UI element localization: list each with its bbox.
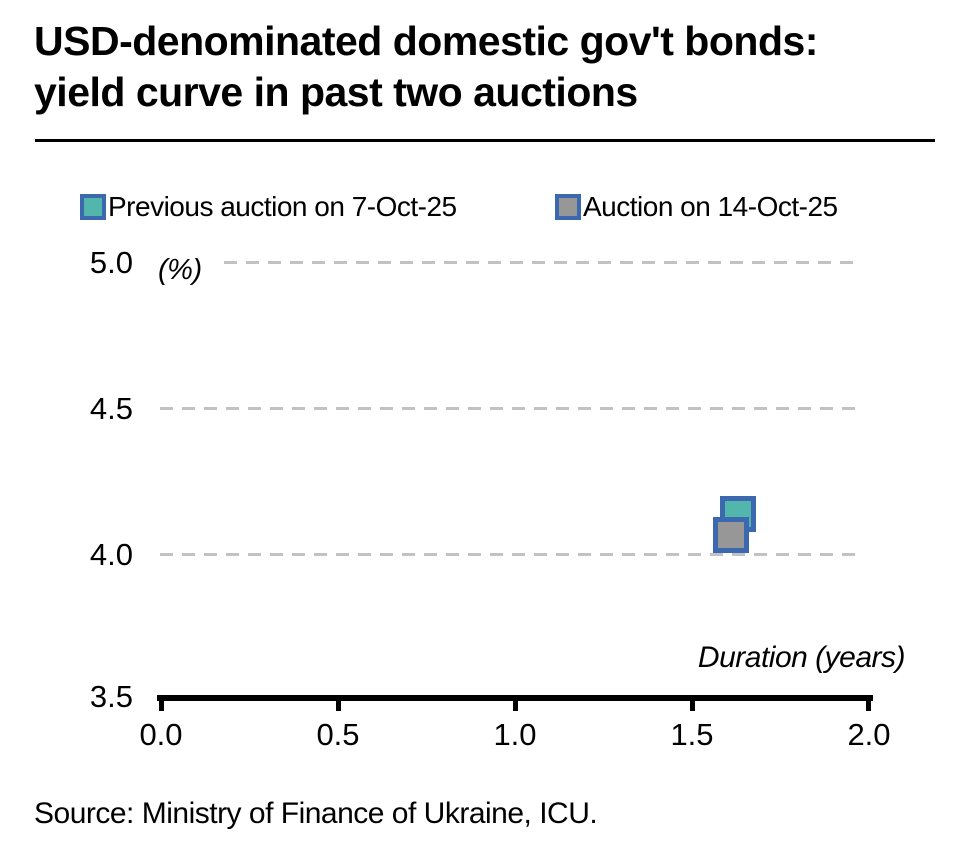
- gridline-5-0: [224, 261, 862, 264]
- chart-title: USD-denominated domestic gov't bonds: yi…: [34, 16, 934, 118]
- y-tick-label-4-5: 4.5: [89, 391, 133, 426]
- legend-item-previous-auction: Previous auction on 7-Oct-25: [80, 191, 457, 223]
- x-tick-label-1-0: 1.0: [493, 717, 537, 752]
- title-divider: [35, 139, 935, 142]
- x-tick-label-1-5: 1.5: [670, 717, 714, 752]
- x-tick-label-2-0: 2.0: [847, 717, 891, 752]
- legend-item-latest-auction: Auction on 14-Oct-25: [555, 191, 838, 223]
- y-tick-label-4-0: 4.0: [89, 537, 133, 572]
- x-tick-mark: [866, 701, 871, 711]
- gridline-4-5: [160, 407, 862, 410]
- x-tick-label-0-0: 0.0: [139, 717, 183, 752]
- y-axis-unit-label: (%): [158, 254, 202, 286]
- chart-title-line-2: yield curve in past two auctions: [34, 69, 638, 115]
- data-point-latest-auction: [712, 516, 749, 553]
- gridline-4-0: [160, 553, 862, 556]
- legend-label: Auction on 14-Oct-25: [583, 191, 838, 222]
- source-note: Source: Ministry of Finance of Ukraine, …: [34, 797, 598, 830]
- y-tick-label-3-5: 3.5: [89, 679, 133, 714]
- legend-swatch-gray-square-icon: [555, 194, 581, 220]
- chart-title-line-1: USD-denominated domestic gov't bonds:: [34, 18, 818, 64]
- x-tick-label-0-5: 0.5: [316, 717, 360, 752]
- y-tick-label-5-0: 5.0: [89, 245, 133, 280]
- legend-swatch-teal-square-icon: [80, 194, 106, 220]
- x-tick-mark: [690, 701, 695, 711]
- legend-label: Previous auction on 7-Oct-25: [108, 191, 457, 222]
- x-tick-mark: [159, 701, 164, 711]
- x-tick-mark: [336, 701, 341, 711]
- x-axis-title: Duration (years): [697, 641, 906, 674]
- x-tick-mark: [513, 701, 518, 711]
- x-axis-line: [157, 695, 873, 701]
